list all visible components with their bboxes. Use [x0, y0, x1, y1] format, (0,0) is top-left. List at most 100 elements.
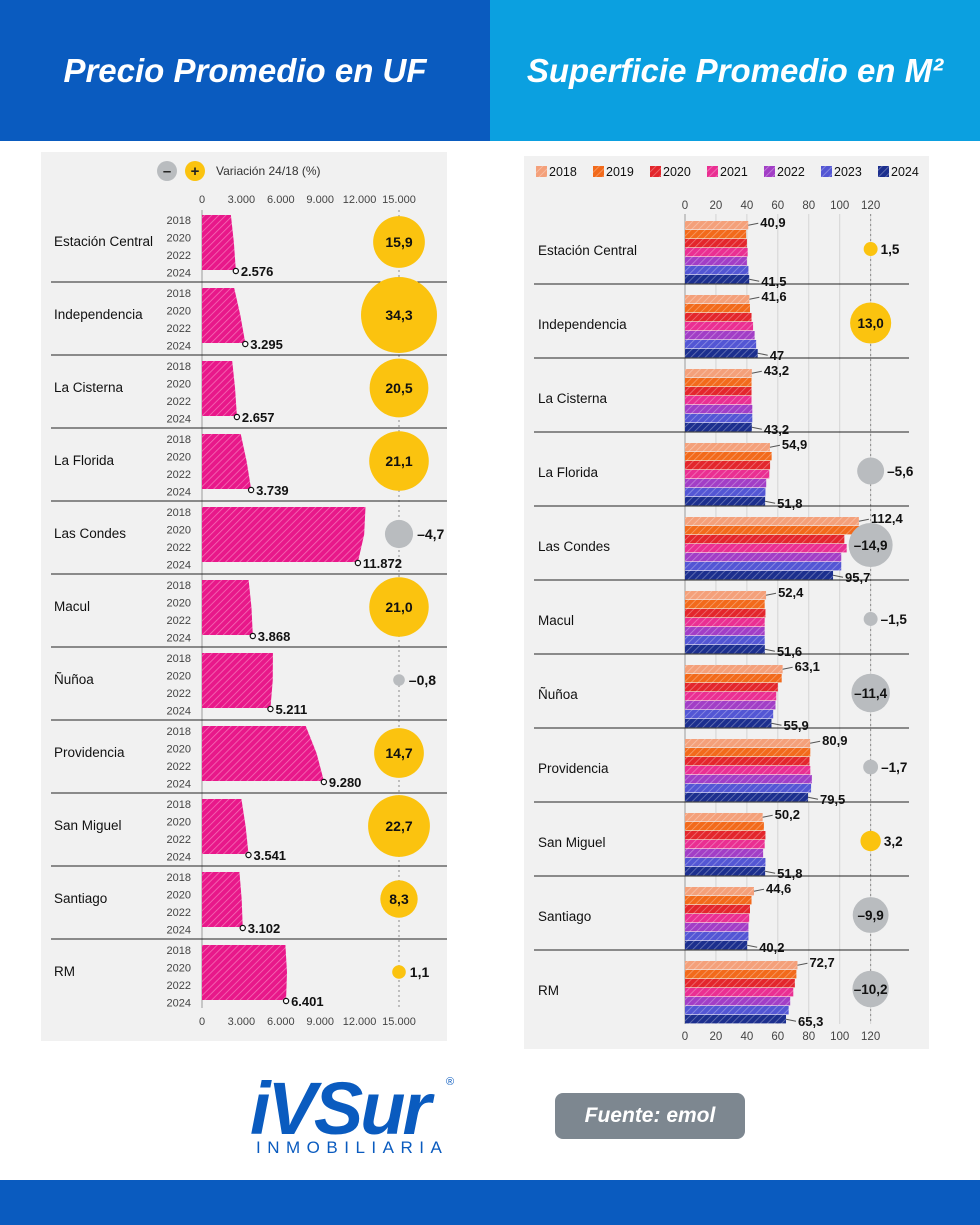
category-label: Independencia — [538, 317, 627, 332]
bar-2023 — [685, 1006, 789, 1015]
footer-bar — [0, 1180, 980, 1225]
bar-2023 — [685, 858, 766, 867]
bar-2023 — [685, 266, 749, 275]
value-label-2018: 41,6 — [761, 289, 786, 304]
x-tick-bottom: 0 — [682, 1031, 688, 1043]
variation-bubble — [380, 880, 418, 918]
variation-bubble — [369, 358, 429, 418]
value-marker — [320, 778, 328, 786]
variation-bubble — [392, 965, 406, 979]
bar-2018 — [685, 813, 763, 822]
bar-2019 — [685, 822, 764, 831]
bar-2021 — [685, 692, 777, 701]
year-label: 2022 — [167, 323, 191, 335]
category-label: Santiago — [538, 909, 591, 924]
variation-bubble — [863, 612, 878, 626]
legend-swatch-2024 — [878, 166, 889, 177]
bar-2022 — [685, 553, 842, 562]
variation-label: 3,2 — [884, 834, 903, 849]
bar-2023 — [685, 784, 812, 793]
variation-bubble — [863, 759, 879, 775]
bar-2024 — [685, 349, 758, 358]
x-tick-top: 120 — [861, 200, 880, 212]
bar-2021 — [685, 914, 750, 923]
bar-2021 — [685, 544, 847, 553]
value-label-2024: 3.868 — [258, 629, 291, 644]
bar-2023 — [685, 340, 757, 349]
leader-line-2024 — [765, 870, 776, 874]
bar-2018 — [685, 517, 859, 526]
year-label: 2018 — [167, 361, 191, 373]
value-marker — [354, 559, 362, 567]
bar-2018 — [685, 221, 749, 230]
value-marker — [239, 924, 246, 932]
legend-label: 2018 — [549, 165, 577, 179]
legend-label: 2022 — [777, 165, 805, 179]
variation-bubble — [857, 457, 885, 485]
value-marker — [245, 851, 252, 859]
value-marker — [233, 413, 241, 421]
value-label-2018: 50,2 — [775, 807, 800, 822]
bar-2024 — [685, 793, 808, 802]
variation-label: 21,1 — [385, 453, 412, 469]
bar-2020 — [685, 313, 752, 322]
value-label-2018: 40,9 — [760, 215, 785, 230]
year-label: 2018 — [167, 580, 191, 592]
value-marker — [282, 997, 290, 1005]
bar-2018 — [685, 443, 770, 452]
variation-bubble — [373, 216, 425, 268]
variation-label: 15,9 — [385, 234, 412, 250]
right-header: Superficie Promedio en M² — [490, 0, 980, 141]
variation-bubble — [852, 970, 889, 1008]
price-area-bar — [202, 580, 253, 635]
legend-plus-icon — [185, 161, 205, 181]
value-label-2018: 112,4 — [871, 511, 904, 526]
variation-label: –1,7 — [881, 760, 907, 775]
x-tick-bottom: 40 — [740, 1031, 753, 1043]
year-label: 2020 — [167, 744, 191, 756]
year-label: 2018 — [167, 507, 191, 519]
left-title: Precio Promedio en UF — [63, 51, 427, 89]
price-area-bar — [202, 434, 252, 489]
x-tick-top: 40 — [740, 200, 753, 212]
value-label-2018: 72,7 — [809, 955, 834, 970]
leader-line-2024 — [832, 574, 844, 578]
variation-label: 20,5 — [385, 380, 412, 396]
legend-label: 2021 — [720, 165, 748, 179]
bar-2021 — [685, 618, 765, 627]
legend-swatch-2020 — [650, 166, 661, 177]
variation-label: –1,5 — [881, 612, 908, 627]
category-label: Ñuñoa — [538, 687, 578, 702]
x-tick-bottom: 20 — [710, 1031, 723, 1043]
value-label-2018: 43,2 — [764, 363, 789, 378]
value-marker — [242, 340, 249, 348]
value-label-2018: 52,4 — [778, 585, 804, 600]
variation-label: 21,0 — [385, 599, 412, 615]
year-label: 2024 — [167, 779, 191, 791]
leader-line-2024 — [757, 352, 768, 356]
value-label-2024: 51,8 — [777, 866, 802, 881]
leader-line-2018 — [782, 666, 793, 670]
price-area-bar — [202, 215, 236, 270]
leader-line-2024 — [749, 278, 760, 282]
price-area-bar — [202, 361, 237, 416]
value-label-2024: 55,9 — [783, 718, 808, 733]
variation-label: –0,8 — [409, 672, 436, 688]
price-area-bar — [202, 726, 324, 781]
bar-2024 — [685, 571, 834, 580]
value-label-2024: 51,6 — [777, 644, 802, 659]
legend-swatch-2018 — [536, 166, 547, 177]
year-label: 2024 — [167, 633, 191, 645]
legend-label: 2023 — [834, 165, 862, 179]
x-tick-top: 9.000 — [306, 194, 334, 206]
bar-2024 — [685, 275, 750, 284]
value-label-2024: 3.541 — [254, 848, 287, 863]
variation-bubble — [852, 897, 889, 933]
right-title: Superficie Promedio en M² — [526, 51, 944, 89]
logo-wordmark: iVSur — [250, 1067, 431, 1150]
variation-label: –11,4 — [854, 686, 888, 701]
variation-bubble — [848, 523, 893, 567]
bar-2021 — [685, 840, 765, 849]
bar-2022 — [685, 997, 791, 1006]
value-label-2024: 5.211 — [275, 702, 307, 717]
